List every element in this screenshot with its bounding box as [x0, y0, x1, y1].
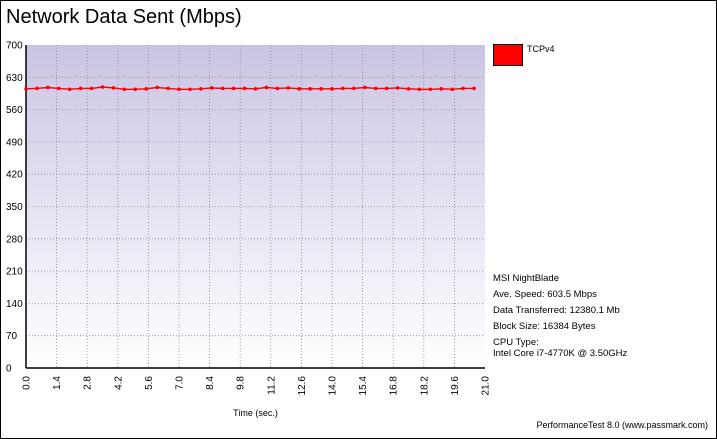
data-point	[166, 86, 170, 91]
data-point	[308, 87, 312, 91]
data-point	[253, 87, 258, 91]
data-point	[100, 85, 105, 89]
data-point	[188, 87, 192, 92]
data-point	[78, 86, 83, 91]
average-speed: Ave. Speed: 603.5 Mbps	[493, 289, 597, 300]
data-point	[199, 87, 203, 91]
data-point	[111, 86, 116, 90]
x-tick-label: 19.6	[450, 376, 461, 396]
x-tick-label: 11.2	[266, 376, 277, 395]
data-point	[35, 86, 39, 91]
data-point	[177, 87, 181, 92]
y-tick-label: 280	[6, 234, 23, 245]
data-point	[341, 86, 345, 91]
x-tick-label: 9.8	[236, 376, 247, 390]
data-point	[439, 87, 444, 91]
footer-credit: PerformanceTest 8.0 (www.passmark.com)	[536, 420, 708, 430]
data-point	[67, 87, 72, 92]
x-tick-label: 4.2	[113, 376, 124, 390]
data-point	[24, 87, 28, 91]
y-tick-label: 420	[6, 170, 23, 181]
data-point	[264, 85, 269, 90]
data-point	[220, 86, 225, 91]
data-point	[56, 86, 61, 91]
data-point	[144, 87, 149, 91]
data-point	[352, 86, 356, 91]
data-point	[242, 86, 247, 91]
x-axis-label: Time (sec.)	[233, 408, 278, 418]
y-tick-label: 350	[6, 202, 23, 213]
y-tick-label: 560	[6, 105, 23, 116]
x-tick-label: 21.0	[481, 376, 492, 396]
legend-label-tcpv4: TCPv4	[527, 44, 555, 54]
data-point	[417, 87, 422, 92]
data-point	[406, 87, 411, 91]
data-point	[384, 86, 389, 91]
block-size: Block Size: 16384 Bytes	[493, 321, 596, 332]
data-point	[373, 86, 378, 91]
data-point	[472, 86, 476, 91]
data-point	[231, 86, 236, 91]
data-point	[395, 86, 400, 90]
data-point	[155, 85, 159, 90]
chart-title: Network Data Sent (Mbps)	[6, 6, 242, 28]
cpu-type-value: Intel Core i7-4770K @ 3.50GHz	[493, 348, 628, 359]
data-point	[275, 86, 280, 91]
x-tick-label: 7.0	[175, 376, 186, 390]
test-info-panel: MSI NightBlade Ave. Speed: 603.5 Mbps Da…	[493, 271, 627, 362]
data-point	[286, 86, 291, 90]
data-point	[461, 86, 465, 91]
data-point	[319, 87, 323, 91]
plot-area	[26, 45, 485, 368]
machine-name: MSI NightBlade	[493, 273, 560, 284]
data-point	[46, 85, 50, 90]
y-tick-label: 700	[6, 41, 23, 52]
data-point	[297, 87, 302, 91]
x-tick-label: 18.2	[419, 376, 430, 396]
data-point	[450, 87, 455, 92]
data-point	[122, 87, 127, 92]
x-tick-label: 2.8	[83, 376, 94, 390]
y-tick-label: 70	[6, 331, 18, 342]
y-tick-label: 490	[6, 137, 23, 148]
series-line-tcpv4	[25, 86, 475, 91]
y-tick-label: 140	[6, 299, 23, 310]
y-tick-label: 0	[6, 364, 12, 375]
x-tick-label: 5.6	[144, 376, 155, 390]
x-tick-label: 14.0	[328, 376, 339, 396]
data-transferred: Data Transferred: 12380.1 Mb	[493, 305, 620, 316]
y-tick-label: 210	[6, 267, 23, 278]
data-point	[133, 87, 138, 92]
data-point	[428, 87, 433, 92]
y-tick-label: 630	[6, 73, 23, 84]
x-tick-label: 12.6	[297, 376, 308, 396]
x-tick-label: 0.0	[22, 376, 33, 390]
x-tick-label: 8.4	[205, 376, 216, 390]
cpu-type-label: CPU Type:	[493, 337, 539, 348]
x-tick-label: 16.8	[389, 376, 400, 396]
x-tick-label: 15.4	[358, 376, 369, 396]
data-point	[330, 87, 334, 91]
legend-swatch-tcpv4	[493, 44, 523, 66]
data-point	[362, 85, 367, 90]
data-point	[209, 86, 214, 90]
x-tick-label: 1.4	[52, 376, 63, 390]
data-point	[89, 86, 94, 91]
